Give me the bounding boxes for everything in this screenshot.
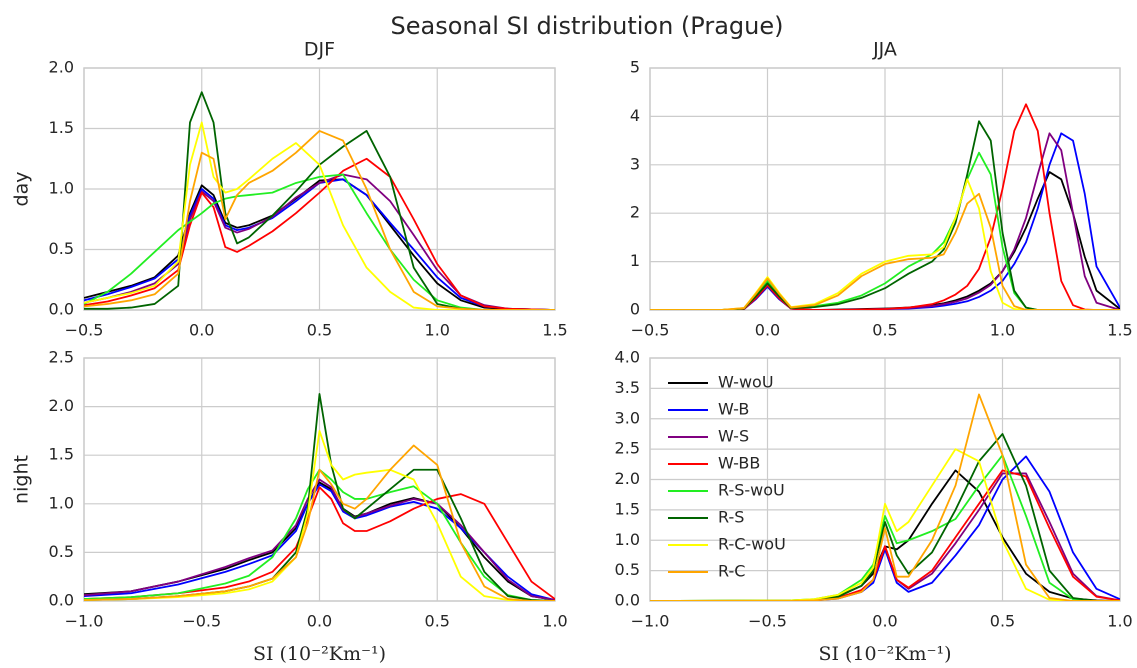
- legend-label: R-C: [718, 562, 745, 581]
- y-tick-label: 2.5: [615, 439, 640, 458]
- x-tick-label: 1.0: [990, 321, 1015, 340]
- y-tick-label: 4.0: [615, 348, 640, 367]
- x-tick-label: 0.0: [189, 321, 214, 340]
- subplot-title: JJA: [872, 39, 897, 61]
- legend-label: W-B: [718, 400, 749, 419]
- y-tick-label: 0.0: [49, 591, 74, 610]
- x-tick-label: 1.0: [1107, 612, 1132, 631]
- y-tick-label: 1.0: [49, 179, 74, 198]
- density-line: [84, 468, 555, 601]
- y-tick-label: 4: [630, 106, 640, 125]
- plot-frame: [83, 67, 556, 311]
- legend-label: W-S: [718, 427, 749, 446]
- legend-label: R-S-woU: [718, 481, 785, 500]
- density-line: [650, 151, 1120, 310]
- x-tick-label: 0.5: [425, 612, 450, 631]
- plot-frame: [649, 357, 1121, 602]
- y-tick-label: 2: [630, 203, 640, 222]
- legend-label: W-woU: [718, 373, 774, 392]
- density-line: [84, 430, 555, 601]
- density-line: [84, 121, 555, 310]
- subplot: 0 1 2 3 4 5 −0.5 0.0 0.5 1.0 1.5 JJA: [630, 39, 1133, 340]
- x-tick-label: −1.0: [65, 612, 104, 631]
- subplot: 0.0 0.5 1.0 1.5 2.0 2.5 3.0 3.5 4.0 −1.0 −0.5 0.0 0.…: [615, 348, 1133, 666]
- y-tick-label: 3.5: [615, 378, 640, 397]
- legend-label: R-S: [718, 508, 744, 527]
- x-axis-label: SI (10⁻²Km⁻¹): [253, 643, 386, 665]
- y-tick-label: 1: [630, 251, 640, 270]
- y-tick-label: 1.0: [615, 530, 640, 549]
- legend-label: R-C-woU: [718, 535, 786, 554]
- y-tick-label: 2.0: [49, 58, 74, 77]
- density-line: [650, 103, 1120, 310]
- y-tick-label: 0: [630, 300, 640, 319]
- y-tick-label: 1.5: [49, 445, 74, 464]
- density-line: [650, 120, 1120, 310]
- x-tick-label: −0.5: [65, 321, 104, 340]
- density-line: [84, 486, 555, 600]
- y-tick-label: 0.0: [49, 300, 74, 319]
- x-axis-label: SI (10⁻²Km⁻¹): [818, 643, 951, 665]
- x-tick-label: 1.0: [425, 321, 450, 340]
- subplot: 0.0 0.5 1.0 1.5 2.0 −0.5 0.0 0.5 1.0 1.5 DJF day: [11, 39, 568, 340]
- x-tick-label: −0.5: [748, 612, 787, 631]
- y-tick-label: 2.0: [615, 469, 640, 488]
- y-tick-label: 3: [630, 154, 640, 173]
- y-tick-label: 0.5: [49, 239, 74, 258]
- y-tick-label: 0.5: [615, 560, 640, 579]
- y-tick-label: 2.0: [49, 396, 74, 415]
- y-tick-label: 2.5: [49, 348, 74, 367]
- y-axis-label: night: [11, 455, 33, 504]
- density-line: [84, 91, 555, 310]
- density-line: [84, 178, 555, 310]
- y-tick-label: 1.5: [49, 118, 74, 137]
- y-tick-label: 1.5: [615, 499, 640, 518]
- density-line: [84, 157, 555, 310]
- x-tick-label: 0.0: [755, 321, 780, 340]
- x-tick-label: 0.0: [872, 612, 897, 631]
- density-line: [650, 192, 1120, 310]
- subplot-title: DJF: [304, 39, 335, 61]
- x-tick-label: 1.0: [542, 612, 567, 631]
- y-tick-label: 0.0: [615, 591, 640, 610]
- density-line: [650, 393, 1120, 601]
- y-tick-label: 3.0: [615, 408, 640, 427]
- figure-title: Seasonal SI distribution (Prague): [390, 12, 783, 40]
- subplot: 0.0 0.5 1.0 1.5 2.0 2.5 −1.0 −0.5 0.0 0.5 1.0 night…: [11, 348, 568, 666]
- x-tick-label: 0.5: [307, 321, 332, 340]
- x-tick-label: 0.0: [307, 612, 332, 631]
- x-tick-label: −0.5: [182, 612, 221, 631]
- density-line: [650, 448, 1120, 601]
- plot-frame: [83, 357, 556, 602]
- y-tick-label: 1.0: [49, 493, 74, 512]
- plot-frame: [649, 67, 1121, 311]
- density-line: [84, 444, 555, 601]
- x-tick-label: 0.5: [990, 612, 1015, 631]
- density-line: [650, 433, 1120, 601]
- legend-label: W-BB: [718, 454, 760, 473]
- y-axis-label: day: [11, 172, 33, 207]
- x-tick-label: 0.5: [872, 321, 897, 340]
- x-tick-label: 1.5: [1107, 321, 1132, 340]
- x-tick-label: −0.5: [631, 321, 670, 340]
- density-line: [84, 130, 555, 310]
- y-tick-label: 0.5: [49, 542, 74, 561]
- y-tick-label: 5: [630, 58, 640, 77]
- density-line: [84, 173, 555, 310]
- x-tick-label: −1.0: [631, 612, 670, 631]
- x-tick-label: 1.5: [542, 321, 567, 340]
